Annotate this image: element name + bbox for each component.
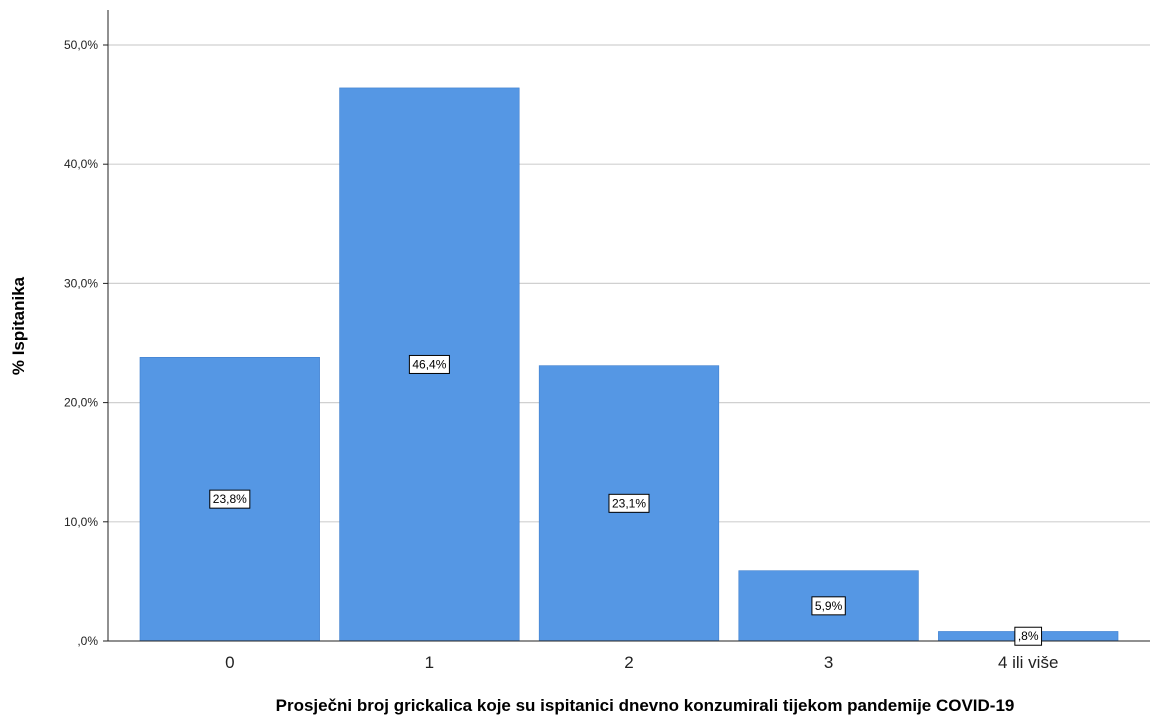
y-tick-label: ,0% [77,634,98,648]
data-label-text: ,8% [1018,629,1039,643]
x-category-labels: 0 1 2 3 4 ili više [225,653,1058,672]
y-axis-title: % Ispitanika [9,276,28,375]
data-label-box [1014,626,1043,646]
data-label-box [608,493,650,513]
data-label: 23,1% [608,493,650,513]
bars [139,87,1119,642]
x-tick-label: 3 [824,653,833,672]
data-label-text: 46,4% [412,357,446,371]
data-label: ,8% [1014,626,1043,646]
y-tick-label: 30,0% [64,276,98,290]
x-tick-label: 1 [425,653,434,672]
y-tick-label: 10,0% [64,515,98,529]
data-label-text: 23,1% [612,496,646,510]
data-label-text: 5,9% [815,599,843,613]
y-tick-label: 20,0% [64,396,98,410]
axes [103,10,1150,642]
data-label: 46,4% [408,354,450,374]
x-axis-title: Prosječni broj grickalica koje su ispita… [276,696,1015,715]
data-label-text: 23,8% [213,492,247,506]
y-tick-label: 50,0% [64,38,98,52]
data-label-box [408,354,450,374]
data-label: 5,9% [811,596,846,616]
y-tick-labels: ,0% 10,0% 20,0% 30,0% 40,0% 50,0% [64,38,98,648]
x-tick-label: 2 [624,653,633,672]
x-tick-label: 4 ili više [998,653,1058,672]
data-labels: 23,8% 46,4% 23,1% 5,9% ,8% [209,354,1043,646]
y-tick-label: 40,0% [64,157,98,171]
data-label-box [209,489,251,509]
x-tick-label: 0 [225,653,234,672]
data-label: 23,8% [209,489,251,509]
data-label-box [811,596,846,616]
